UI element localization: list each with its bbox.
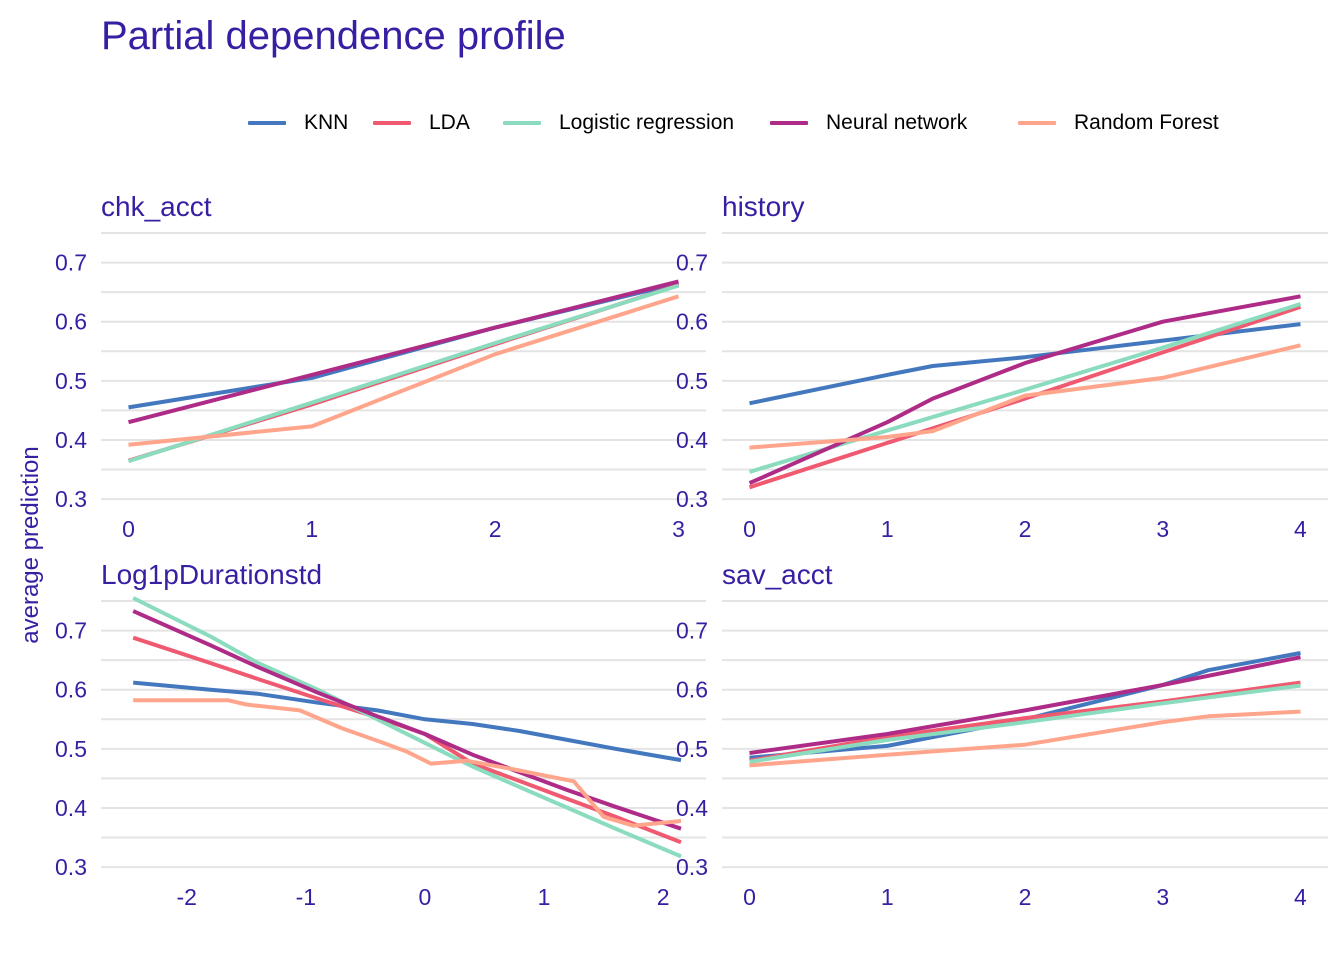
y-tick-label: 0.4 [676, 795, 708, 821]
legend-item: KNN [248, 108, 348, 138]
series-line [748, 294, 1301, 485]
x-tick-label: 1 [881, 516, 894, 542]
facet-panel: chk_acct 0.3 0.4 0.5 0.6 0.7 0 1 2 3 [55, 191, 706, 542]
legend-label: Random Forest [1074, 111, 1219, 134]
series-line [133, 698, 682, 828]
legend-swatch [373, 121, 411, 125]
y-tick-label: 0.6 [55, 677, 87, 703]
legend-swatch [770, 121, 808, 125]
legend-label: KNN [304, 111, 349, 134]
y-tick-label: 0.7 [676, 250, 708, 276]
series-line [749, 655, 1301, 755]
x-tick-label: 2 [489, 516, 502, 542]
y-tick-label: 0.7 [55, 618, 87, 644]
x-tick-label: 1 [881, 884, 894, 910]
legend-item: LDA [373, 108, 470, 138]
series-line [127, 283, 680, 464]
y-tick-label: 0.6 [55, 309, 87, 335]
facet-title: history [722, 191, 804, 222]
legend-label: Neural network [826, 111, 968, 134]
y-tick-label: 0.4 [55, 795, 87, 821]
y-tick-label: 0.3 [55, 854, 87, 880]
series-line [128, 279, 679, 425]
x-tick-label: 1 [305, 516, 318, 542]
series-line [133, 680, 682, 763]
series-line [128, 294, 680, 447]
y-tick-label: 0.3 [676, 854, 708, 880]
x-tick-label: 2 [1019, 884, 1032, 910]
y-tick-label: 0.5 [55, 736, 87, 762]
chart-title: Partial dependence profile [101, 14, 566, 58]
series-line [749, 680, 1301, 763]
y-tick-label: 0.5 [676, 368, 708, 394]
y-tick-label: 0.3 [676, 486, 708, 512]
legend-item: Random Forest [1018, 108, 1219, 138]
x-tick-label: -2 [177, 884, 197, 910]
y-tick-label: 0.4 [55, 427, 87, 453]
series-line [749, 343, 1301, 450]
y-tick-label: 0.6 [676, 309, 708, 335]
y-tick-label: 0.7 [55, 250, 87, 276]
facet-panel: sav_acct 0.3 0.4 0.5 0.6 0.7 0 1 2 3 4 [676, 559, 1328, 910]
x-tick-label: 0 [122, 516, 135, 542]
legend-swatch [248, 121, 286, 125]
x-tick-label: 2 [1019, 516, 1032, 542]
legend-label: LDA [429, 111, 470, 134]
x-tick-label: 0 [743, 516, 756, 542]
series-line [749, 709, 1301, 768]
x-tick-label: 3 [1156, 516, 1169, 542]
legend-item: Neural network [770, 108, 967, 138]
series-line [749, 651, 1301, 760]
x-tick-label: 3 [1156, 884, 1169, 910]
y-tick-label: 0.3 [55, 486, 87, 512]
x-tick-label: 4 [1294, 516, 1307, 542]
x-tick-label: 0 [419, 884, 432, 910]
y-tick-label: 0.6 [676, 677, 708, 703]
legend-item: Logistic regression [503, 108, 734, 138]
facet-title: Log1pDurationstd [101, 559, 322, 590]
x-tick-label: 0 [743, 884, 756, 910]
y-tick-label: 0.5 [676, 736, 708, 762]
facet-title: sav_acct [722, 559, 833, 590]
legend-swatch [503, 121, 541, 125]
y-tick-label: 0.7 [676, 618, 708, 644]
y-axis-label: average prediction [17, 446, 44, 643]
facet-panel: Log1pDurationstd 0.3 0.4 0.5 0.6 0.7 -2 -1 0 1 2 [55, 559, 706, 910]
series-line [749, 322, 1301, 406]
facet-title: chk_acct [101, 191, 212, 222]
y-tick-label: 0.5 [55, 368, 87, 394]
x-tick-label: 1 [538, 884, 551, 910]
x-tick-label: -1 [296, 884, 316, 910]
y-tick-label: 0.4 [676, 427, 708, 453]
facet-panel: history 0.3 0.4 0.5 0.6 0.7 0 1 2 3 4 [676, 191, 1328, 542]
series-line [748, 305, 1302, 490]
legend-swatch [1018, 121, 1056, 125]
series-line [749, 683, 1301, 764]
legend-label: Logistic regression [559, 111, 735, 134]
series-line [132, 596, 682, 859]
x-tick-label: 2 [657, 884, 670, 910]
x-tick-label: 4 [1294, 884, 1307, 910]
x-tick-label: 3 [672, 516, 685, 542]
